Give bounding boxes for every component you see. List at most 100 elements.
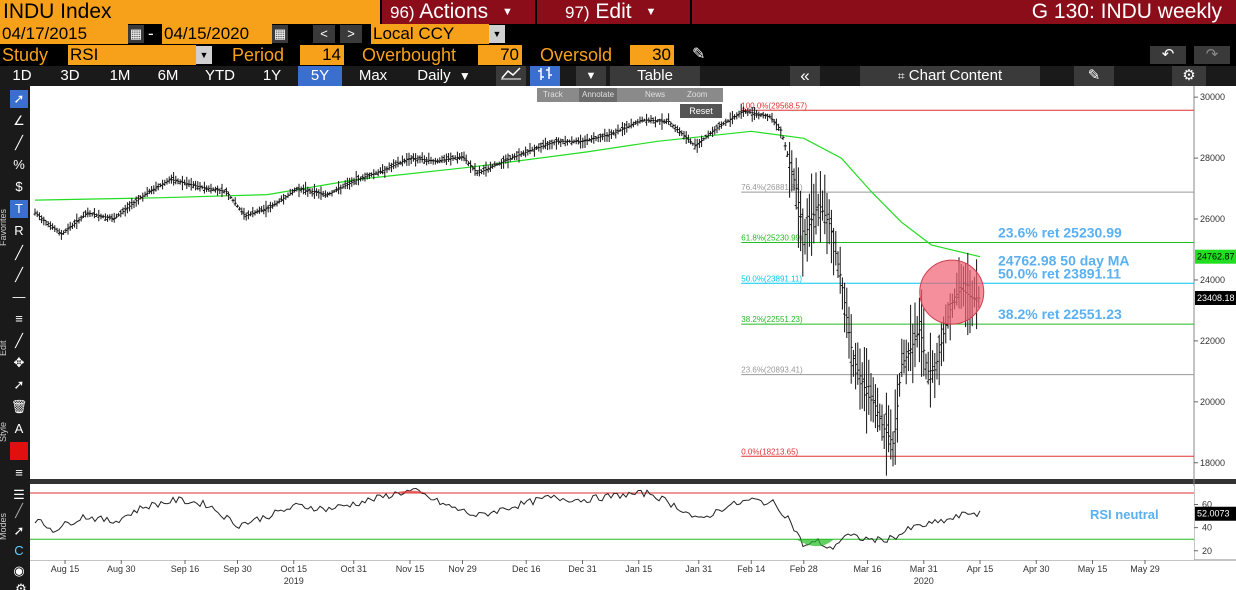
annotate-button[interactable]: Annotate [579, 88, 618, 102]
reset-button[interactable]: Reset [680, 104, 722, 118]
marker-icon[interactable]: ╱ [15, 267, 23, 282]
chevron-down-icon[interactable]: ▼ [489, 25, 505, 43]
last-value-tag [1195, 249, 1236, 264]
chart-area[interactable]: 18000 20000 22000 24000 26000 28000 30000 20 40 6… [30, 86, 1236, 590]
bar-chart-icon[interactable] [530, 66, 560, 86]
style-label: Style [0, 421, 8, 442]
x-tick-label: Sep 30 [223, 564, 252, 574]
chart-content-button[interactable]: ⌗ Chart Content [860, 66, 1040, 86]
x-tick-label: Mar 31 [910, 564, 938, 574]
year-label: 2019 [284, 576, 304, 586]
frequency-select[interactable]: Daily ▼ [404, 66, 484, 86]
timeframe-1y[interactable]: 1Y [262, 67, 282, 84]
timeframe-ytd[interactable]: YTD [205, 67, 235, 84]
chart-content-label: Chart Content [908, 67, 1003, 84]
dollar-tool-icon[interactable]: $ [15, 179, 23, 194]
channel-icon[interactable]: ≡ [15, 311, 23, 326]
undo-button[interactable]: ↶ [1150, 46, 1186, 64]
crosshair-icon[interactable]: ╱ [15, 503, 23, 518]
zoom-button[interactable]: Zoom [687, 90, 708, 99]
chevron-down-icon[interactable]: ▼ [196, 46, 212, 64]
timeframe-max[interactable]: Max [358, 67, 388, 84]
line-tool-icon[interactable]: ∠ [13, 113, 25, 128]
rsi-annotation-label: RSI neutral [1090, 507, 1159, 522]
calendar-icon[interactable]: ▦ [272, 25, 288, 43]
news-button[interactable]: News [645, 90, 666, 99]
last-value-label: 23408.18 [1197, 293, 1235, 303]
x-tick-label: Dec 16 [512, 564, 541, 574]
pointer-icon[interactable]: ➚ [10, 90, 28, 108]
annotation-label: 24762.98 50 day MA [998, 253, 1130, 269]
edit-chart-icon[interactable]: ✎ [1074, 66, 1114, 86]
start-date-field[interactable]: 04/17/2015 [0, 24, 128, 44]
trash-icon[interactable]: 🗑 [10, 399, 28, 414]
x-tick-label: Mar 16 [853, 564, 881, 574]
modes-label: Modes [0, 512, 8, 540]
table-button[interactable]: Table [610, 66, 700, 86]
currency-select[interactable]: Local CCY [371, 24, 489, 44]
timeframe-5y[interactable]: 5Y [298, 66, 342, 86]
chart-toolbar: 1D 3D 1M 6M YTD 1Y 5Y Max Daily ▼ ▼ Tabl… [0, 66, 1236, 86]
line-weight-icon[interactable]: ≡ [15, 465, 23, 480]
timeframe-1d[interactable]: 1D [12, 67, 32, 84]
y-tick-label: 28000 [1200, 153, 1225, 163]
next-period-button[interactable]: > [340, 25, 362, 43]
overbought-field[interactable]: 70 [478, 45, 522, 65]
separator [690, 0, 692, 24]
oversold-label: Oversold [540, 45, 613, 65]
line-chart-icon[interactable] [496, 66, 526, 86]
frequency-label: Daily [417, 67, 451, 84]
rsi-oversold-fill [796, 539, 834, 547]
select-icon[interactable]: ➚ [13, 377, 25, 392]
r-tool-icon[interactable]: R [14, 223, 24, 238]
brush-icon[interactable]: ╱ [15, 245, 23, 260]
fib-level-label: 38.2%(22551.23) [741, 315, 803, 324]
track-button[interactable]: Track [543, 90, 563, 99]
oversold-field[interactable]: 30 [630, 45, 674, 65]
fib-level-label: 0.0%(18213.65) [741, 447, 798, 456]
overbought-label: Overbought [362, 45, 457, 65]
edit-menu[interactable]: 97) Edit ▼ [565, 0, 685, 24]
line-style-icon[interactable]: ☰ [13, 487, 25, 502]
timeframe-1m[interactable]: 1M [109, 67, 131, 84]
font-icon[interactable]: A [14, 421, 24, 436]
chart-svg[interactable]: 18000 20000 22000 24000 26000 28000 30000 20 40 6… [30, 86, 1236, 590]
period-field[interactable]: 14 [300, 45, 344, 65]
study-select[interactable]: RSI [68, 45, 196, 65]
rsi-y-tick-label: 60 [1202, 500, 1212, 510]
x-tick-label: Sep 16 [171, 564, 200, 574]
rsi-background [30, 486, 1194, 560]
calendar-icon[interactable]: ▦ [128, 25, 144, 43]
pen-icon[interactable]: ╱ [15, 333, 23, 348]
move-icon[interactable]: ✥ [13, 355, 25, 370]
chart-type-dropdown[interactable]: ▼ [576, 66, 606, 86]
mode-c-icon[interactable]: C [14, 543, 24, 558]
redo-button[interactable]: ↷ [1194, 46, 1230, 64]
actions-menu[interactable]: 96) Actions ▼ [390, 0, 530, 24]
percent-tool-icon[interactable]: % [13, 157, 25, 172]
x-tick-label: May 15 [1078, 564, 1108, 574]
y-tick-label: 30000 [1200, 92, 1225, 102]
fib-level-label: 76.4%(26881.81) [741, 183, 803, 192]
timeframe-6m[interactable]: 6M [157, 67, 179, 84]
gear-icon[interactable]: ⚙ [15, 581, 27, 590]
study-bar: Study RSI ▼ Period 14 Overbought 70 Over… [0, 44, 1236, 66]
gear-icon[interactable]: ⚙ [1172, 66, 1206, 86]
prev-period-button[interactable]: < [313, 25, 335, 43]
end-date-field[interactable]: 04/15/2020 [162, 24, 272, 44]
trend-line-icon[interactable]: ╱ [15, 135, 23, 150]
cursor-mode-icon[interactable]: ➚ [13, 523, 25, 538]
rsi-overbought-fill [394, 490, 427, 493]
fib-level-label: 50.0%(23891.11) [741, 274, 802, 283]
palette-icon[interactable]: ◉ [13, 563, 25, 578]
pencil-icon[interactable]: ✎ [692, 46, 706, 63]
x-tick-label: Aug 15 [51, 564, 80, 574]
horizontal-line-icon[interactable]: — [12, 289, 26, 304]
rsi-last-value-tag [1195, 506, 1236, 521]
ticker-field[interactable]: INDU Index [0, 0, 380, 24]
x-tick-label: Dec 31 [568, 564, 597, 574]
color-swatch-icon[interactable] [10, 442, 28, 460]
text-tool-icon[interactable]: T [10, 200, 28, 218]
collapse-icon[interactable]: « [790, 66, 820, 86]
timeframe-3d[interactable]: 3D [60, 67, 80, 84]
